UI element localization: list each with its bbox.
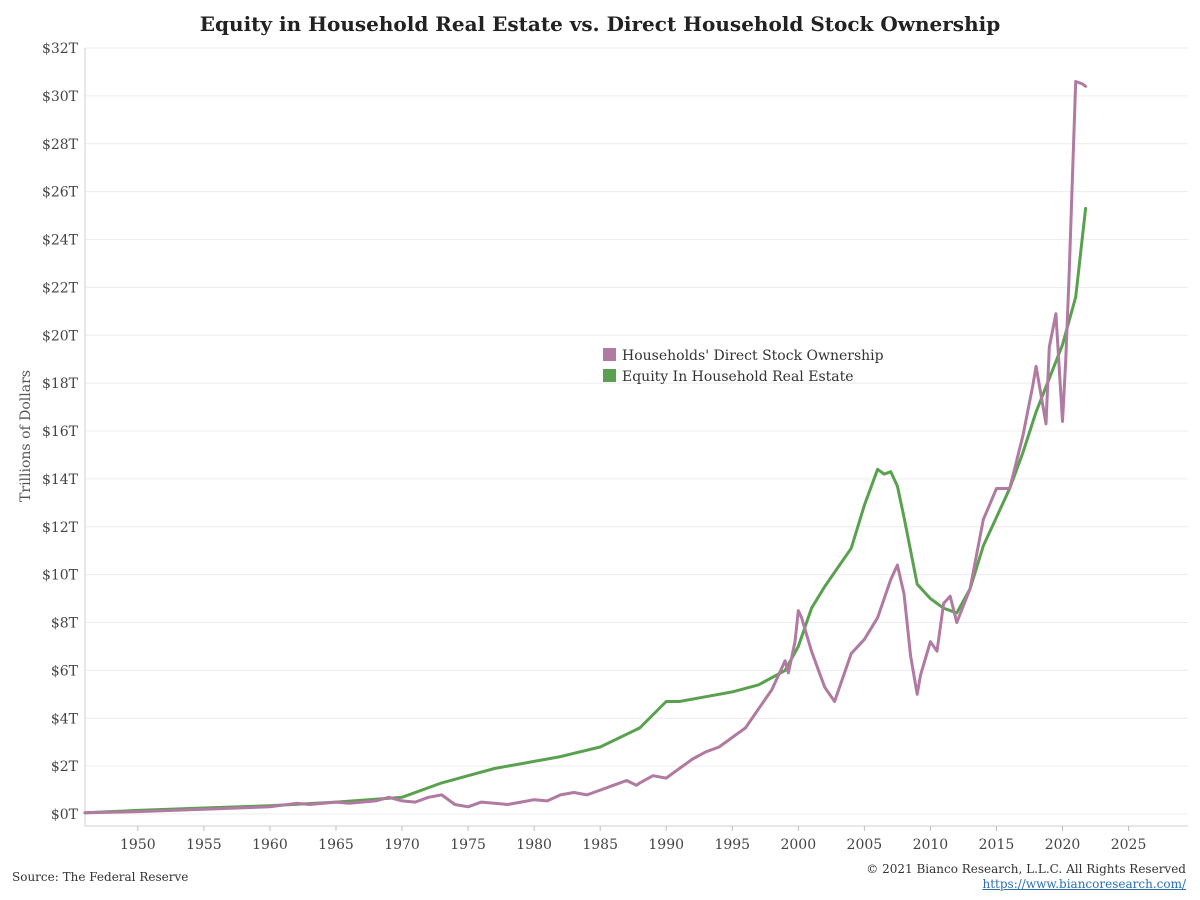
axes: $0T $2T $4T $6T $8T $10T $12T $14T $16T $18T $20T $… bbox=[42, 41, 1188, 853]
x-tick-label: 2025 bbox=[1111, 837, 1147, 853]
x-tick-label: 1970 bbox=[384, 837, 420, 853]
series-lines bbox=[83, 80, 1088, 815]
x-tick-label: 1960 bbox=[252, 837, 288, 853]
y-tick-label: $14T bbox=[42, 472, 79, 488]
website-link[interactable]: https://www.biancoresearch.com/ bbox=[982, 877, 1186, 891]
y-axis-title: Trillions of Dollars bbox=[18, 370, 34, 502]
y-tick-label: $0T bbox=[51, 807, 79, 823]
x-tick-label: 2015 bbox=[979, 837, 1015, 853]
x-tick-label: 1995 bbox=[714, 837, 750, 853]
legend-swatch bbox=[603, 348, 616, 361]
x-tick-label: 2005 bbox=[847, 837, 883, 853]
y-tick-label: $6T bbox=[51, 663, 79, 679]
x-tick-label: 2010 bbox=[913, 837, 949, 853]
legend-label[interactable]: Households' Direct Stock Ownership bbox=[622, 348, 884, 364]
x-tick-label: 2000 bbox=[780, 837, 816, 853]
x-tick-label: 1955 bbox=[186, 837, 222, 853]
y-tick-label: $18T bbox=[42, 376, 79, 392]
x-tick-label: 2020 bbox=[1045, 837, 1081, 853]
legend-swatch bbox=[603, 369, 616, 382]
series-line-real-estate-equity bbox=[83, 206, 1088, 815]
legend[interactable]: Households' Direct Stock Ownership Equity… bbox=[603, 348, 884, 385]
legend-label[interactable]: Equity In Household Real Estate bbox=[622, 369, 854, 385]
source-note: Source: The Federal Reserve bbox=[12, 870, 189, 884]
gridlines bbox=[85, 47, 1188, 815]
y-tick-label: $20T bbox=[42, 328, 79, 344]
copyright-note: © 2021 Bianco Research, L.L.C. All Right… bbox=[866, 862, 1186, 876]
y-tick-label: $32T bbox=[42, 41, 79, 57]
x-tick-label: 1990 bbox=[648, 837, 684, 853]
y-tick-label: $10T bbox=[42, 568, 79, 584]
y-tick-label: $30T bbox=[42, 89, 79, 105]
series-line-direct-stock-ownership bbox=[83, 80, 1088, 815]
x-tick-label: 1980 bbox=[516, 837, 552, 853]
x-tick-label: 1950 bbox=[120, 837, 156, 853]
y-tick-label: $8T bbox=[51, 616, 79, 632]
y-tick-label: $22T bbox=[42, 280, 79, 296]
x-tick-label: 1985 bbox=[582, 837, 618, 853]
y-tick-label: $24T bbox=[42, 233, 79, 249]
chart-title: Equity in Household Real Estate vs. Dire… bbox=[199, 12, 1001, 36]
x-tick-label: 1965 bbox=[318, 837, 354, 853]
y-tick-label: $12T bbox=[42, 520, 79, 536]
x-tick-label: 1975 bbox=[450, 837, 486, 853]
y-tick-label: $16T bbox=[42, 424, 79, 440]
y-tick-label: $26T bbox=[42, 185, 79, 201]
y-tick-label: $2T bbox=[51, 759, 79, 775]
y-tick-label: $28T bbox=[42, 137, 79, 153]
y-tick-label: $4T bbox=[51, 711, 79, 727]
